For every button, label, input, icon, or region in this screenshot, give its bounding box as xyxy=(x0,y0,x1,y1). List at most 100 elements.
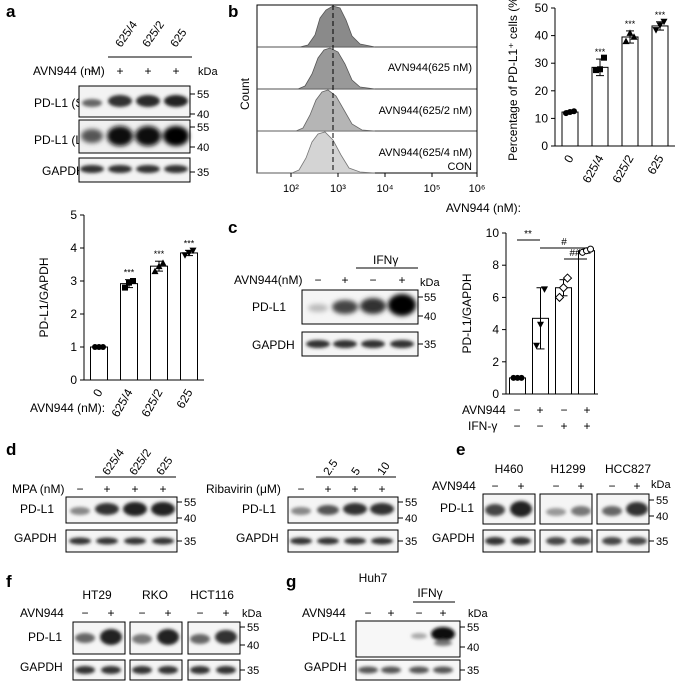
mw-marker: 55 xyxy=(405,497,417,509)
panel-c-western: IFNγ AVN944(nM) − + − + kDa PD-L1 GAPDH … xyxy=(234,253,440,357)
sign: + xyxy=(144,64,151,78)
data-point xyxy=(541,286,548,293)
blot-label: GAPDH xyxy=(432,531,475,545)
band xyxy=(332,300,358,314)
x-tick-label: 10⁵ xyxy=(424,183,441,195)
data-point xyxy=(554,292,565,303)
blot-label: PD-L1 xyxy=(28,630,62,644)
x-tick-label: 625/2 xyxy=(138,386,165,419)
y-axis-label: Percentage of PD-L1⁺ cells (%) xyxy=(506,0,520,161)
x-tick-label: 0 xyxy=(561,152,577,165)
treatment-label: AVN944 xyxy=(20,606,64,620)
panel-label-e: e xyxy=(456,440,466,459)
band xyxy=(360,298,386,314)
x-tick-label: 10⁴ xyxy=(377,183,394,195)
data-point xyxy=(601,54,607,61)
treatment-label: MPA (nM) xyxy=(12,482,64,496)
x-tick-label: 625 xyxy=(644,152,666,177)
lane-label: 2.5 xyxy=(322,458,341,478)
y-tick-label: 50 xyxy=(535,1,549,15)
data-point xyxy=(100,344,106,350)
treatment-label: AVN944 (nM) xyxy=(33,64,105,78)
y-tick-label: 2 xyxy=(70,307,77,321)
histogram-625-2 xyxy=(257,47,376,90)
data-point xyxy=(189,247,197,255)
data-point xyxy=(533,342,540,350)
sign: + xyxy=(103,482,110,496)
band xyxy=(333,340,357,348)
histogram-625 xyxy=(257,5,376,48)
y-tick-label: 8 xyxy=(492,258,499,272)
lane-label: 625 xyxy=(169,27,190,50)
band xyxy=(108,95,132,107)
lane-label: 625 xyxy=(155,455,176,478)
band xyxy=(361,340,385,348)
data-point xyxy=(122,284,128,291)
y-tick-label: 2 xyxy=(492,355,499,369)
y-tick-label: 10 xyxy=(486,226,500,240)
kda-label: kDa xyxy=(242,608,262,620)
panel-f-western: HT29 RKO HCT116 AVN944 − + − + − + kDa P… xyxy=(20,588,262,681)
band xyxy=(82,99,102,107)
histogram-label: AVN944(625 nM) xyxy=(388,62,472,74)
y-tick-label: 0 xyxy=(70,373,77,387)
sign: − xyxy=(297,482,304,496)
sign: − xyxy=(415,606,422,620)
data-point xyxy=(622,37,630,45)
sign: + xyxy=(633,479,640,493)
blot-label: PD-L1 xyxy=(242,502,276,516)
cell-line-label: HCC827 xyxy=(605,462,651,476)
y-tick-label: 0 xyxy=(492,387,499,401)
mw-marker: 40 xyxy=(247,640,259,652)
data-point xyxy=(562,273,573,283)
x-tick-label: 10³ xyxy=(330,183,346,195)
y-tick-label: 40 xyxy=(535,29,549,43)
sig-marker: ## xyxy=(569,248,581,259)
x-row-sign: + xyxy=(583,403,590,417)
data-point xyxy=(660,18,668,26)
mw-marker: 55 xyxy=(197,122,209,134)
sign: − xyxy=(369,273,376,287)
data-point xyxy=(537,321,544,329)
sig-marker: # xyxy=(561,237,567,248)
mw-marker: 55 xyxy=(656,495,668,507)
band xyxy=(136,165,160,173)
band xyxy=(136,95,160,107)
data-point xyxy=(652,27,660,34)
panel-a-western: 625/4 625/2 625 AVN944 (nM) − + + + kDa … xyxy=(33,19,218,183)
mw-marker: 40 xyxy=(405,513,417,525)
bar xyxy=(651,25,669,147)
ifn-header: IFNγ xyxy=(417,586,442,600)
mw-marker: 35 xyxy=(405,536,417,548)
ifn-header: IFNγ xyxy=(373,253,398,267)
y-tick-label: 6 xyxy=(492,290,499,304)
data-point xyxy=(587,245,594,253)
lane-label: 5 xyxy=(350,466,364,478)
cell-line-label: Huh7 xyxy=(359,571,388,585)
sign: − xyxy=(552,479,559,493)
cell-line-label: RKO xyxy=(142,588,168,602)
bar xyxy=(555,287,572,395)
blot-label: GAPDH xyxy=(304,660,347,674)
lane-label: 625/2 xyxy=(128,447,154,477)
panel-label-f: f xyxy=(6,572,12,591)
sig-marker: ** xyxy=(524,229,532,240)
sign: + xyxy=(398,273,405,287)
panel-e-western: H460 H1299 HCC827 AVN944 − + − + − + kDa… xyxy=(432,462,671,553)
kda-label: kDa xyxy=(420,277,440,289)
treatment-label: Ribavirin (μM) xyxy=(206,482,281,496)
x-tick-label: 625/4 xyxy=(108,386,135,419)
data-point xyxy=(155,262,163,270)
x-tick-label: 0 xyxy=(90,386,106,399)
mw-marker: 40 xyxy=(424,311,436,323)
blot-label: GAPDH xyxy=(14,531,57,545)
data-point xyxy=(185,249,193,257)
blot-label: PD-L1 xyxy=(440,501,474,515)
blot-label: PD-L1 xyxy=(252,300,286,314)
y-tick-label: 3 xyxy=(70,274,77,288)
sign: − xyxy=(138,606,145,620)
panel-b-flow-histogram: AVN944(625 nM) AVN944(625/2 nM) AVN944(6… xyxy=(238,4,485,195)
lane-label: 625/4 xyxy=(114,19,141,50)
histogram-label: AVN944(625/4 nM) xyxy=(379,147,472,159)
